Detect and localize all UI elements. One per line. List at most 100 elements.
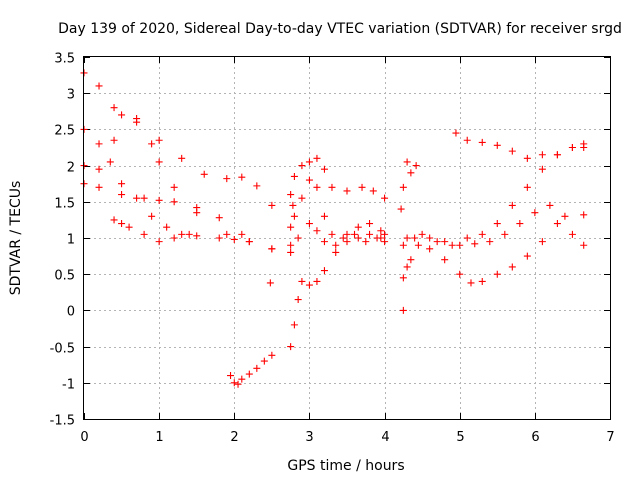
y-tick-label: -1.5 (50, 414, 75, 429)
y-axis-label: SDTVAR / TECUs (8, 181, 24, 296)
x-tick-label: 6 (531, 430, 539, 445)
data-point (580, 144, 588, 151)
data-point (418, 230, 426, 238)
x-tick-label: 0 (80, 430, 88, 445)
data-point (328, 183, 336, 191)
data-point (448, 241, 456, 249)
data-point (155, 196, 163, 204)
data-point (452, 129, 460, 137)
data-point (110, 216, 118, 224)
data-point (155, 158, 163, 166)
data-point (253, 182, 261, 190)
y-tick-label: 3 (67, 88, 75, 103)
data-point (163, 223, 171, 231)
data-point (287, 223, 295, 231)
data-point (133, 194, 141, 202)
data-point (501, 230, 509, 238)
data-point (148, 140, 156, 148)
data-point (110, 104, 118, 112)
x-tick-label: 7 (606, 430, 614, 445)
data-points (80, 69, 588, 388)
data-point (463, 136, 471, 144)
data-point (223, 230, 231, 238)
y-tick-label: 2 (67, 161, 75, 176)
series-outlier (266, 201, 297, 287)
data-point (463, 234, 471, 242)
data-point (441, 238, 449, 246)
data-point (125, 223, 133, 231)
data-point (414, 241, 422, 249)
data-point (343, 187, 351, 195)
data-point (298, 162, 306, 170)
data-point (268, 245, 276, 253)
data-point (433, 238, 441, 246)
data-point (467, 279, 475, 287)
data-point (354, 223, 362, 231)
data-point (373, 234, 381, 242)
data-point (403, 158, 411, 166)
data-point (260, 357, 268, 365)
data-point (486, 238, 494, 246)
data-point (268, 351, 276, 359)
chart-title: Day 139 of 2020, Sidereal Day-to-day VTE… (58, 21, 622, 37)
data-point (580, 241, 588, 249)
data-point (178, 230, 186, 238)
data-point (478, 230, 486, 238)
y-tick-label: 0 (67, 305, 75, 320)
series-track-o (452, 129, 588, 162)
data-point (493, 220, 501, 228)
data-point (523, 183, 531, 191)
data-point (351, 230, 359, 238)
data-point (305, 220, 313, 228)
data-point (369, 187, 377, 195)
data-point (170, 234, 178, 242)
data-point (478, 138, 486, 146)
data-point (568, 144, 576, 151)
y-tick-label: 3.5 (54, 52, 75, 67)
data-point (313, 277, 321, 285)
data-point (170, 183, 178, 191)
series-track-l (399, 201, 588, 282)
x-tick-label: 3 (305, 430, 313, 445)
data-point (399, 183, 407, 191)
data-point (478, 277, 486, 285)
y-tick-label: -1 (62, 378, 75, 393)
x-tick-label: 5 (456, 430, 464, 445)
data-point (118, 220, 126, 228)
series-track-e (110, 216, 193, 246)
data-point (178, 154, 186, 162)
data-point (456, 241, 464, 249)
data-point (343, 230, 351, 238)
data-point (110, 136, 118, 144)
data-point (403, 263, 411, 271)
data-point (381, 238, 389, 246)
data-point (185, 230, 193, 238)
series-track-f (227, 351, 276, 388)
data-point (399, 306, 407, 314)
data-point (381, 230, 389, 238)
data-point (508, 147, 516, 155)
y-tick-label: 1.5 (54, 197, 75, 212)
data-point (354, 234, 362, 242)
data-point (366, 220, 374, 228)
series-track-c (80, 111, 276, 253)
data-point (407, 169, 415, 177)
data-point (568, 230, 576, 238)
data-point (553, 151, 561, 159)
data-point (320, 267, 328, 275)
data-point (456, 270, 464, 278)
grid-lines (84, 57, 610, 419)
data-point (230, 379, 238, 387)
data-point (238, 173, 246, 181)
data-point (238, 375, 246, 383)
series-track-b (80, 125, 276, 253)
data-point (95, 183, 103, 191)
data-point (290, 172, 298, 180)
data-point (412, 162, 420, 170)
series-track-n (403, 140, 588, 249)
data-point (200, 170, 208, 178)
data-point (561, 212, 569, 220)
data-point (523, 252, 531, 260)
x-tick-label: 1 (155, 430, 163, 445)
data-point (245, 370, 253, 378)
